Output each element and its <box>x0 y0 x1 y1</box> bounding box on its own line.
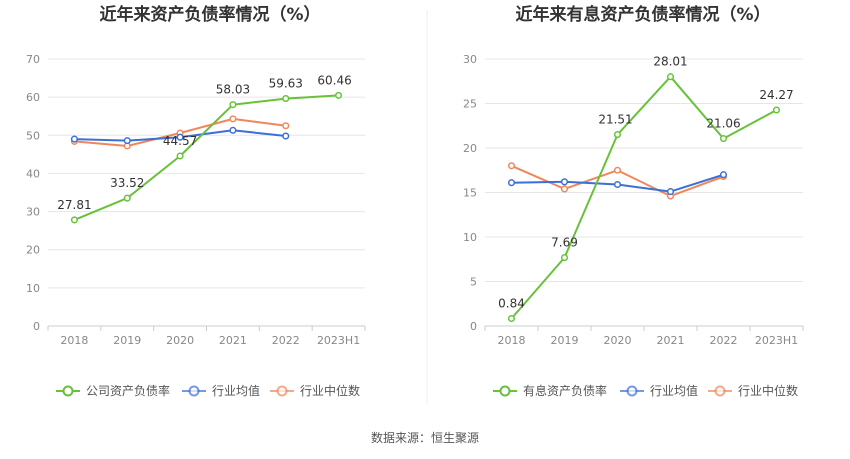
data-label: 7.69 <box>551 236 578 250</box>
x-tick-label: 2022 <box>710 334 738 347</box>
data-label: 44.57 <box>163 134 197 148</box>
y-tick-label: 40 <box>26 167 40 180</box>
data-point-0 <box>613 131 622 139</box>
data-point-2 <box>507 162 516 170</box>
x-tick-label: 2019 <box>551 334 579 347</box>
chart-title-debt-ratio: 近年来资产负债率情况（%） <box>99 4 320 25</box>
series-line-0 <box>74 94 339 221</box>
y-tick-label: 25 <box>463 98 477 111</box>
series-line-0 <box>510 75 777 320</box>
y-tick-label: 30 <box>26 206 40 219</box>
y-tick-label: 10 <box>26 282 40 295</box>
data-label: 28.01 <box>653 55 687 69</box>
y-tick-label: 0 <box>470 320 477 333</box>
data-point-1 <box>613 180 622 189</box>
data-label: 33.52 <box>110 176 144 190</box>
data-label: 0.84 <box>498 297 525 311</box>
data-point-0 <box>229 101 237 109</box>
x-tick-label: 2022 <box>272 334 300 347</box>
data-point-2 <box>229 115 237 123</box>
data-point-1 <box>560 178 569 186</box>
data-label: 24.27 <box>759 88 793 102</box>
data-point-1 <box>666 188 675 196</box>
y-tick-label: 20 <box>463 142 477 155</box>
x-tick-label: 2023H1 <box>755 334 798 347</box>
x-tick-label: 2018 <box>498 334 526 347</box>
x-tick-label: 2018 <box>60 334 88 347</box>
legend-marker <box>276 385 288 397</box>
x-tick-label: 2021 <box>657 334 685 347</box>
data-point-0 <box>560 254 569 262</box>
data-point-2 <box>282 122 290 130</box>
x-tick-label: 2021 <box>219 334 247 347</box>
legend-marker <box>626 385 638 397</box>
data-point-0 <box>335 91 343 99</box>
legend-marker <box>62 385 74 397</box>
data-point-0 <box>666 73 675 81</box>
data-point-1 <box>70 135 78 143</box>
y-tick-label: 70 <box>26 53 40 66</box>
data-point-0 <box>282 95 290 103</box>
y-tick-label: 50 <box>26 129 40 142</box>
data-point-1 <box>176 133 184 141</box>
data-point-0 <box>70 216 78 224</box>
x-tick-label: 2019 <box>113 334 141 347</box>
data-label: 58.03 <box>216 83 250 97</box>
legend-label: 行业中位数 <box>738 383 798 398</box>
data-label: 21.51 <box>598 113 632 127</box>
y-tick-label: 30 <box>463 53 477 66</box>
data-point-2 <box>560 185 569 193</box>
data-label: 60.46 <box>317 73 351 87</box>
x-tick-label: 2023H1 <box>317 334 360 347</box>
legend-label: 行业均值 <box>212 383 260 398</box>
data-point-0 <box>176 152 184 160</box>
data-point-0 <box>123 194 131 202</box>
data-point-1 <box>123 137 131 145</box>
data-point-1 <box>282 132 290 140</box>
data-source: 数据来源：恒生聚源 <box>371 430 479 445</box>
legend-label: 有息资产负债率 <box>523 383 607 398</box>
y-tick-label: 10 <box>463 231 477 244</box>
x-tick-label: 2020 <box>604 334 632 347</box>
y-tick-label: 15 <box>463 187 477 200</box>
data-point-2 <box>613 166 622 174</box>
data-label: 59.63 <box>269 77 303 91</box>
x-tick-label: 2020 <box>166 334 194 347</box>
legend-marker <box>499 385 511 397</box>
y-tick-label: 5 <box>470 276 477 289</box>
data-point-0 <box>507 314 516 323</box>
legend-label: 行业均值 <box>650 383 698 398</box>
data-point-1 <box>719 171 728 179</box>
chart-title-interest-debt-ratio: 近年来有息资产负债率情况（%） <box>515 4 770 25</box>
y-tick-label: 60 <box>26 91 40 104</box>
legend-label: 行业中位数 <box>300 383 360 398</box>
data-point-1 <box>507 179 516 187</box>
legend-label: 公司资产负债率 <box>86 383 170 398</box>
data-point-0 <box>772 106 781 114</box>
data-point-1 <box>229 126 237 134</box>
y-tick-label: 0 <box>33 320 40 333</box>
data-label: 27.81 <box>57 198 91 212</box>
y-tick-label: 20 <box>26 244 40 257</box>
data-point-0 <box>719 135 728 143</box>
legend-marker <box>714 385 726 397</box>
legend-marker <box>188 385 200 397</box>
data-label: 21.06 <box>706 117 740 131</box>
